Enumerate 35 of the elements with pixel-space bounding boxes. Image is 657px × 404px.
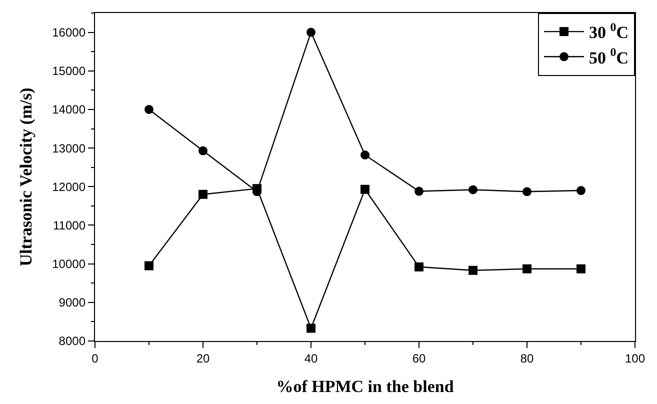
y-tick-label: 10000 bbox=[52, 257, 86, 272]
legend-label: 50 $^{0}$C bbox=[589, 45, 628, 68]
point bbox=[360, 150, 370, 160]
y-tick-label: 16000 bbox=[52, 25, 86, 40]
y-tick-label: 15000 bbox=[52, 64, 86, 78]
y-tick-label: 14000 bbox=[52, 102, 86, 117]
x-tick-label: 0 bbox=[92, 352, 99, 366]
x-tick-label: 80 bbox=[520, 352, 534, 366]
y-tick-label: 13000 bbox=[52, 141, 86, 156]
y-tick-label: 8000 bbox=[58, 334, 86, 348]
y-tick-label: 9000 bbox=[58, 296, 86, 310]
y-tick-label: 12000 bbox=[52, 180, 86, 194]
point bbox=[414, 262, 424, 272]
point bbox=[576, 264, 586, 274]
point bbox=[522, 187, 532, 196]
x-tick-label: 60 bbox=[412, 352, 426, 366]
point bbox=[360, 184, 370, 194]
point bbox=[522, 264, 532, 274]
point bbox=[144, 104, 154, 114]
x-tick-label: 40 bbox=[304, 352, 318, 366]
point bbox=[468, 266, 478, 275]
point bbox=[198, 146, 208, 156]
y-tick-label: 11000 bbox=[53, 218, 86, 232]
point bbox=[468, 185, 478, 194]
point bbox=[198, 190, 208, 199]
y-axis-title: Ultrasonic Velocity (m/s) bbox=[16, 88, 36, 266]
point bbox=[144, 261, 154, 270]
x-axis-title: %of HPMC in the blend bbox=[276, 376, 454, 396]
point bbox=[306, 28, 316, 37]
point bbox=[576, 186, 586, 196]
x-tick-label: 20 bbox=[196, 352, 210, 366]
legend-label: 30 $^{0}$C bbox=[589, 20, 628, 42]
point bbox=[306, 324, 316, 333]
point bbox=[414, 186, 424, 196]
x-tick-label: 100 bbox=[624, 352, 646, 366]
